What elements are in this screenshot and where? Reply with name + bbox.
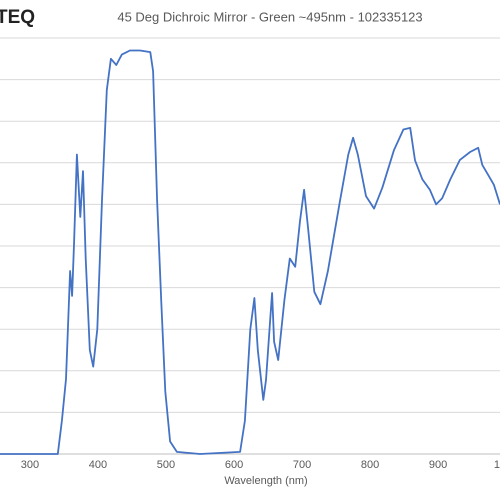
x-tick-label: 900 xyxy=(429,459,447,471)
x-tick-label: 1000 xyxy=(494,459,500,471)
data-line xyxy=(0,49,500,455)
x-axis-label: Wavelength (nm) xyxy=(224,475,307,487)
x-tick-label: 800 xyxy=(361,459,379,471)
x-tick-label: 400 xyxy=(89,459,107,471)
chart-title: 45 Deg Dichroic Mirror - Green ~495nm - … xyxy=(117,9,422,24)
x-tick-label: 300 xyxy=(21,459,39,471)
x-tick-label: 600 xyxy=(225,459,243,471)
x-tick-label: 700 xyxy=(293,459,311,471)
x-tick-label: 500 xyxy=(157,459,175,471)
logo: TEQ xyxy=(0,7,35,28)
